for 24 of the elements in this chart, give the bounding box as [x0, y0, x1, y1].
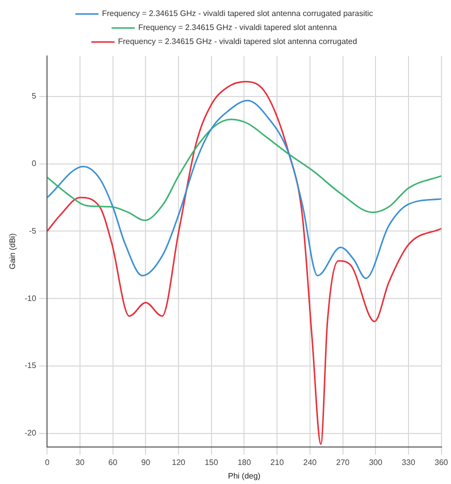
- y-tick-label: -20: [24, 428, 37, 438]
- y-tick-label: -10: [24, 294, 37, 303]
- x-tick-label: 60: [108, 458, 118, 467]
- x-tick-label: 150: [204, 458, 219, 467]
- legend-label: Frequency = 2.34615 GHz - vivaldi tapered slot antenna: [138, 23, 338, 32]
- x-tick-label: 360: [434, 458, 449, 467]
- x-tick-label: 120: [172, 458, 186, 467]
- x-tick-label: 330: [402, 458, 416, 467]
- legend-label: Frequency = 2.34615 GHz - vivaldi tapered slot antenna corrugated parasitic: [102, 9, 374, 18]
- y-tick-label: 0: [32, 159, 37, 168]
- x-axis-title: Phi (deg): [228, 471, 261, 480]
- x-tick-label: 210: [270, 458, 284, 467]
- x-tick-label: 300: [368, 458, 383, 467]
- legend-label: Frequency = 2.34615 GHz - vivaldi tapered slot antenna corrugated: [118, 37, 358, 46]
- x-tick-label: 0: [44, 458, 50, 467]
- x-tick-label: 240: [303, 458, 318, 467]
- y-tick-label: -15: [24, 361, 37, 370]
- y-tick-label: 5: [32, 92, 37, 101]
- y-tick-label: -5: [29, 226, 37, 236]
- x-tick-label: 270: [336, 458, 350, 467]
- x-tick-label: 180: [238, 458, 252, 467]
- x-tick-label: 30: [76, 458, 86, 467]
- y-axis-title: Gain (dBi): [8, 233, 18, 270]
- x-tick-label: 90: [141, 458, 151, 467]
